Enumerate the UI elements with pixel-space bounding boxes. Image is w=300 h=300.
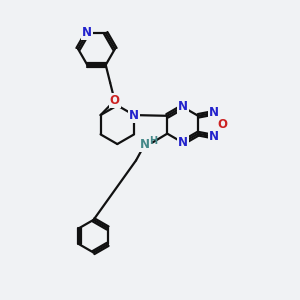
Text: N: N — [208, 106, 219, 119]
Text: N: N — [208, 130, 219, 143]
Text: O: O — [217, 118, 227, 131]
Text: N: N — [178, 136, 188, 149]
Text: N: N — [140, 138, 150, 151]
Text: N: N — [178, 100, 188, 113]
Text: N: N — [129, 109, 139, 122]
Text: O: O — [110, 94, 120, 107]
Text: H: H — [149, 136, 157, 146]
Text: N: N — [82, 26, 92, 40]
